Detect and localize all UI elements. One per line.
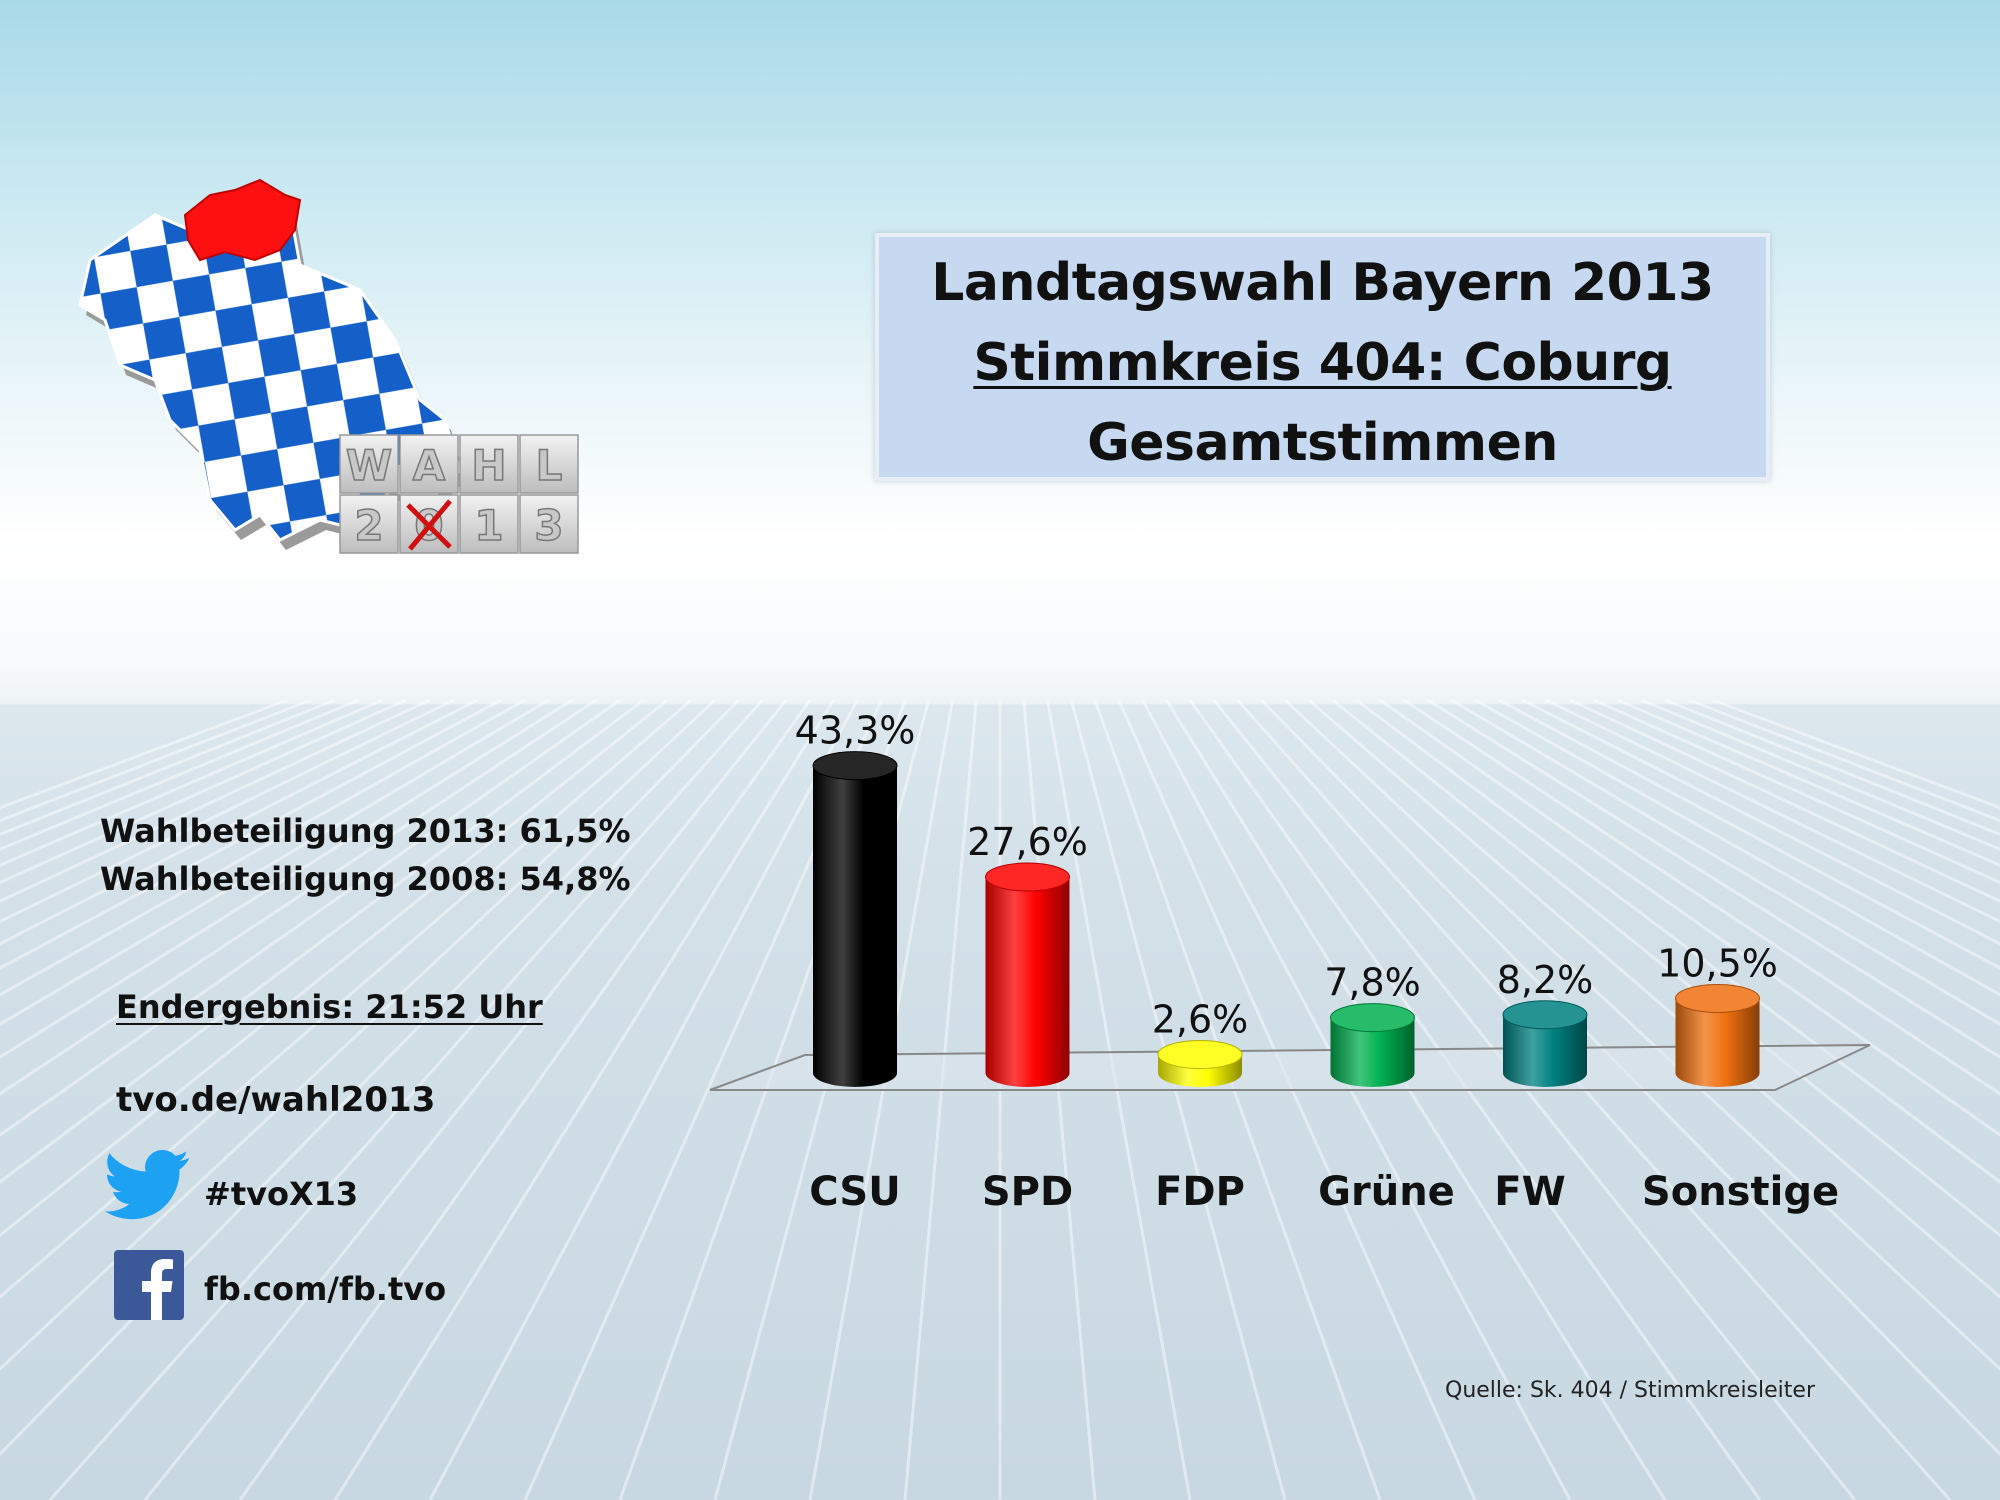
cube-letter: H: [471, 441, 506, 490]
bar-grüne: [1330, 1017, 1415, 1087]
category-label-sonstige: Sonstige: [1642, 1169, 1839, 1215]
category-label-fw: FW: [1494, 1169, 1565, 1215]
value-label-sonstige: 10,5%: [1657, 941, 1778, 985]
bar-top-fw: [1502, 1000, 1588, 1030]
constituency-title: Stimmkreis 404: Coburg: [973, 333, 1672, 393]
cube-digit: 1: [474, 501, 503, 550]
category-label-csu: CSU: [809, 1169, 900, 1215]
bar-spd: [985, 877, 1070, 1087]
bar-top-fdp: [1157, 1040, 1243, 1070]
value-label-grüne: 7,8%: [1324, 961, 1421, 1005]
vote-type-title: Gesamtstimmen: [1087, 413, 1558, 473]
cube-letter: L: [536, 441, 563, 490]
value-label-fw: 8,2%: [1497, 958, 1594, 1002]
bar-chart: 43,3% CSU 27,6% SPD 2,6% FDP 7,8% Grüne 8,2% FW 10…: [709, 709, 1871, 1215]
website-link[interactable]: tvo.de/wahl2013: [116, 1080, 436, 1120]
bar-sonstige: [1675, 998, 1760, 1087]
wahl-2013-bavaria-logo: W A H L 2 0 1 3: [78, 178, 579, 554]
value-label-fdp: 2,6%: [1152, 998, 1249, 1042]
hashtag-text: #tvoX13: [204, 1175, 359, 1213]
category-label-spd: SPD: [982, 1169, 1073, 1215]
facebook-link[interactable]: fb.com/fb.tvo: [204, 1270, 447, 1308]
page-title: Landtagswahl Bayern 2013: [931, 253, 1714, 313]
value-label-csu: 43,3%: [795, 709, 916, 753]
cube-digit: 2: [354, 501, 383, 550]
bar-csu: [813, 765, 897, 1087]
twitter-bird-icon[interactable]: [105, 1150, 191, 1220]
turnout-2013-text: Wahlbeteiligung 2013: 61,5%: [100, 812, 631, 850]
cube-letter: W: [346, 441, 392, 490]
cube-letter: A: [413, 441, 446, 490]
source-note: Quelle: Sk. 404 / Stimmkreisleiter: [1445, 1378, 1815, 1403]
facebook-f-icon[interactable]: [114, 1250, 184, 1320]
category-label-fdp: FDP: [1155, 1169, 1245, 1215]
turnout-2008-text: Wahlbeteiligung 2008: 54,8%: [100, 860, 631, 898]
bar-fw: [1503, 1014, 1587, 1087]
title-box: Landtagswahl Bayern 2013 Stimmkreis 404:…: [875, 233, 1770, 481]
bar-top-grüne: [1330, 1003, 1415, 1033]
cube-digit: 3: [534, 501, 563, 550]
wahl-cubes: W A H L 2 0 1 3: [339, 434, 579, 554]
bar-top-csu: [812, 751, 898, 781]
bar-top-spd: [985, 862, 1070, 892]
coburg-region-highlight: [183, 178, 302, 262]
final-result-time: Endergebnis: 21:52 Uhr: [116, 988, 543, 1026]
ballot-cross-icon: [406, 499, 452, 551]
bar-top-sonstige: [1675, 983, 1760, 1013]
category-label-grüne: Grüne: [1318, 1169, 1455, 1215]
value-label-spd: 27,6%: [967, 820, 1088, 864]
